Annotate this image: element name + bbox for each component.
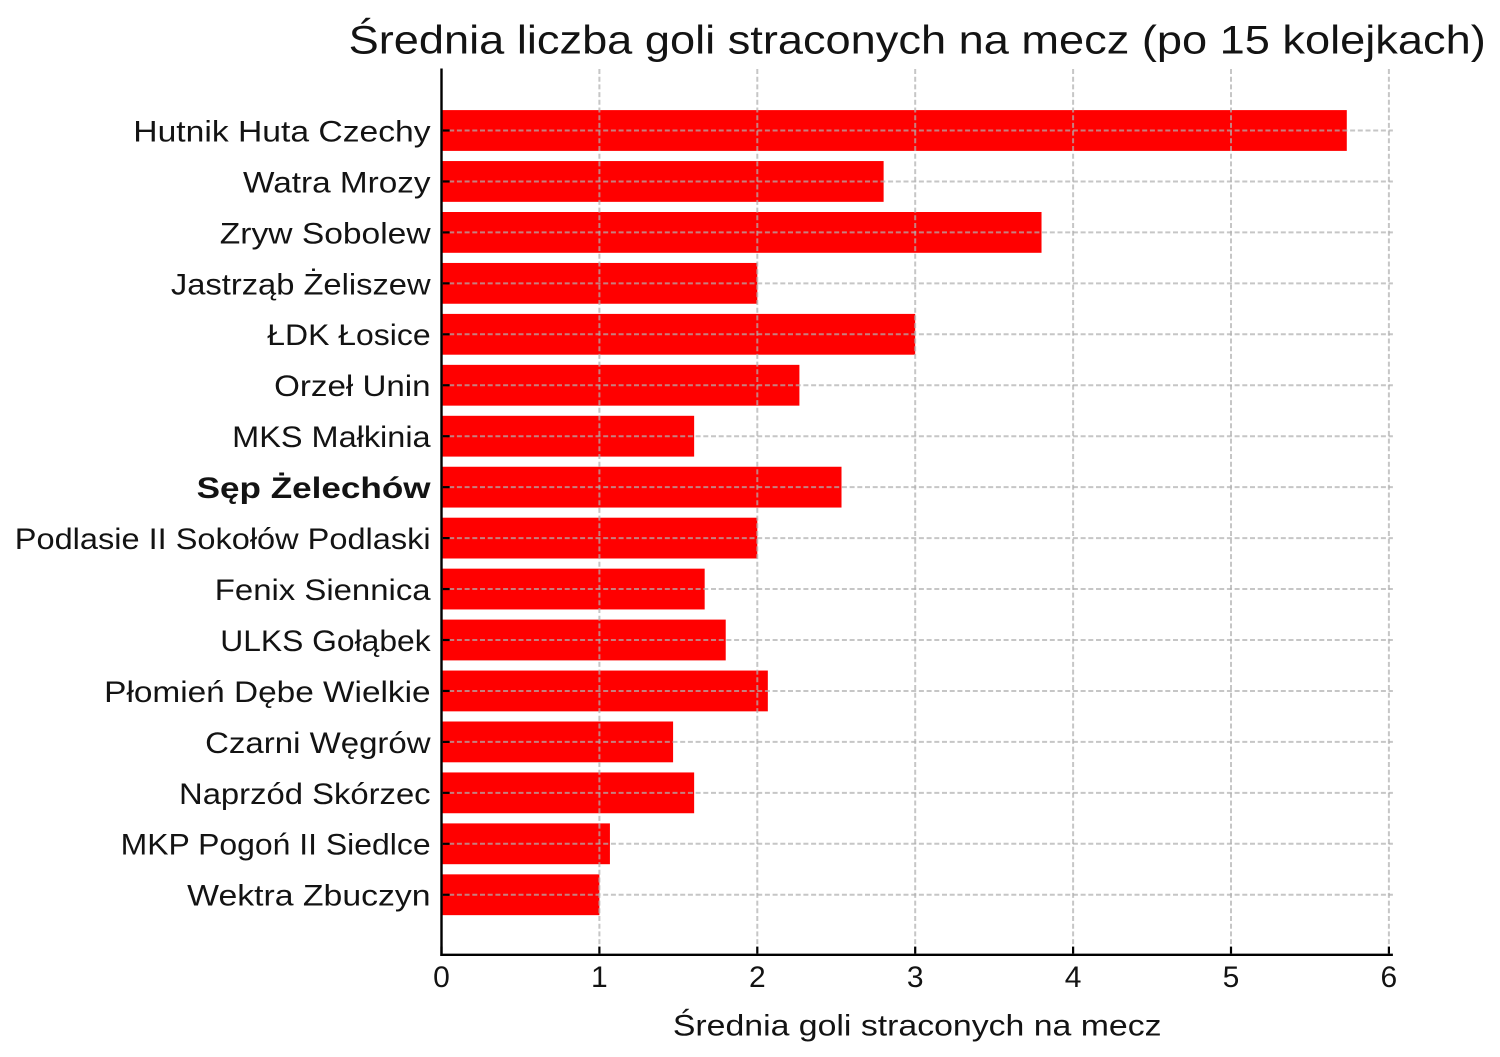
svg-text:ŁDK Łosice: ŁDK Łosice <box>267 319 430 352</box>
svg-text:Fenix Siennica: Fenix Siennica <box>215 574 431 607</box>
svg-text:Czarni Węgrów: Czarni Węgrów <box>205 727 431 760</box>
svg-text:Wektra Zbuczyn: Wektra Zbuczyn <box>187 880 430 913</box>
svg-text:Orzeł Unin: Orzeł Unin <box>274 370 431 403</box>
svg-text:Hutnik Huta Czechy: Hutnik Huta Czechy <box>133 115 430 148</box>
svg-text:6: 6 <box>1381 961 1398 994</box>
svg-text:Średnia goli straconych na mec: Średnia goli straconych na mecz <box>673 1008 1162 1042</box>
svg-text:ULKS Gołąbek: ULKS Gołąbek <box>220 625 431 658</box>
svg-text:MKP Pogoń II Siedlce: MKP Pogoń II Siedlce <box>121 829 431 862</box>
svg-text:Naprzód Skórzec: Naprzód Skórzec <box>179 778 431 811</box>
svg-text:Jastrząb Żeliszew: Jastrząb Żeliszew <box>171 268 431 301</box>
svg-text:MKS Małkinia: MKS Małkinia <box>232 421 431 454</box>
svg-text:1: 1 <box>591 961 608 994</box>
svg-text:Podlasie II Sokołów Podlaski: Podlasie II Sokołów Podlaski <box>15 523 431 556</box>
svg-text:5: 5 <box>1223 961 1240 994</box>
svg-text:0: 0 <box>433 961 450 994</box>
svg-text:3: 3 <box>907 961 924 994</box>
svg-text:Płomień Dębe Wielkie: Płomień Dębe Wielkie <box>104 676 430 709</box>
svg-text:Sęp Żelechów: Sęp Żelechów <box>197 472 432 505</box>
svg-text:Średnia liczba goli straconych: Średnia liczba goli straconych na mecz (… <box>349 16 1486 62</box>
svg-text:4: 4 <box>1065 961 1082 994</box>
svg-text:2: 2 <box>749 961 766 994</box>
svg-text:Watra Mrozy: Watra Mrozy <box>243 166 431 199</box>
svg-text:Zryw Sobolew: Zryw Sobolew <box>220 217 431 250</box>
